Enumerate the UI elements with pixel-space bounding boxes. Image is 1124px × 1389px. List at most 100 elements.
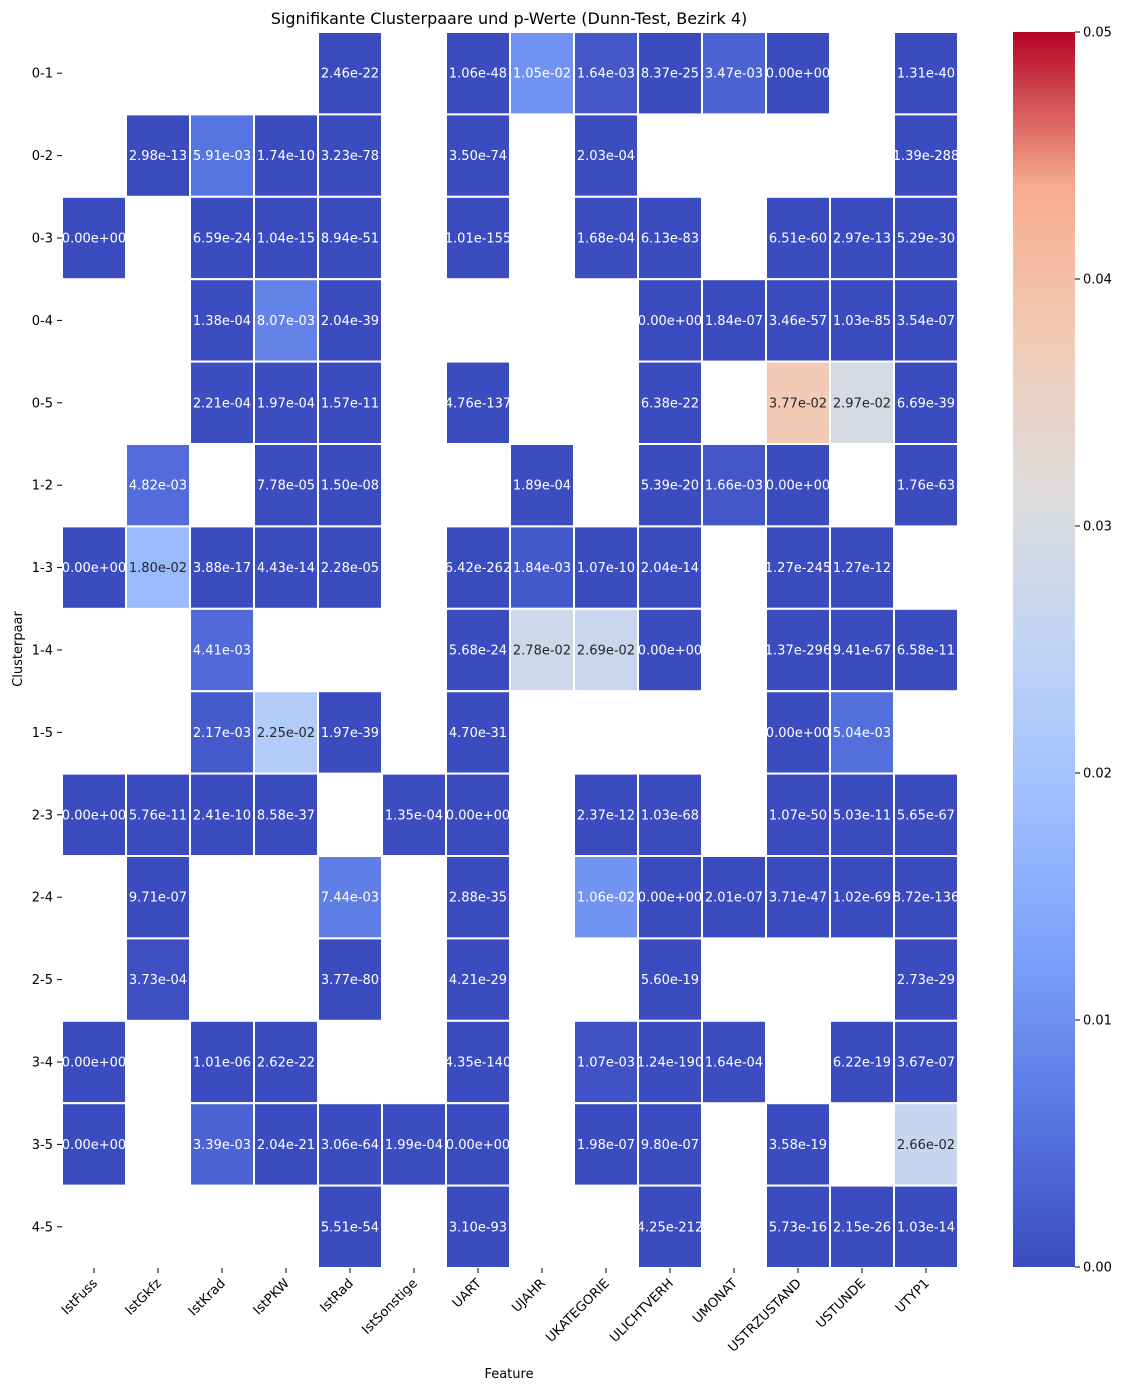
heatmap-cell — [125, 937, 191, 1022]
heatmap-cell — [445, 1102, 511, 1187]
cell-label: 1.03e-14 — [897, 1220, 955, 1235]
heatmap-cell — [317, 937, 383, 1022]
cell-label: 1.57e-11 — [321, 396, 379, 411]
heatmap-cell — [189, 113, 255, 198]
cell-label: 6.38e-22 — [641, 396, 699, 411]
heatmap-cell — [893, 31, 959, 116]
cell-label: 1.39e-288 — [893, 149, 959, 164]
colorbar-tick-label: 0.01 — [1083, 1014, 1112, 1029]
cell-label: 8.58e-37 — [257, 808, 315, 823]
cell-label: 2.15e-26 — [833, 1220, 891, 1235]
cell-label: 0.00e+00 — [62, 561, 126, 576]
cell-label: 5.39e-20 — [641, 479, 699, 494]
heatmap-cell — [573, 607, 639, 693]
heatmap-cell — [509, 443, 575, 528]
colorbar-tick-label: 0.03 — [1083, 520, 1112, 535]
cell-label: 1.89e-04 — [513, 479, 571, 494]
chart-title: Signifikante Clusterpaare und p-Werte (D… — [271, 9, 748, 28]
heatmap-cell — [445, 772, 511, 857]
cell-label: 2.04e-39 — [321, 314, 379, 329]
heatmap-cell — [829, 690, 895, 775]
cell-label: 9.41e-67 — [833, 644, 891, 659]
cell-label: 2.28e-05 — [321, 561, 379, 576]
heatmap-cell — [317, 443, 383, 528]
heatmap-cell — [317, 278, 383, 363]
heatmap-cell — [701, 443, 767, 528]
cell-label: 7.44e-03 — [321, 891, 379, 906]
heatmap-cell — [189, 690, 255, 775]
cell-label: 2.78e-02 — [513, 644, 571, 659]
cell-label: 0.00e+00 — [766, 67, 830, 82]
x-axis: IstFuss IstGkfz IstKrad IstPKW IstRad IstSons… — [59, 1268, 933, 1355]
y-tick-label: 1-4 — [32, 644, 53, 659]
heatmap-cell — [765, 855, 831, 940]
cell-label: 5.51e-54 — [321, 1220, 379, 1235]
heatmap-cell — [573, 1102, 639, 1187]
x-tick-label: IstGkfz — [123, 1276, 165, 1318]
cell-label: 3.77e-80 — [321, 973, 379, 988]
heatmap-cell — [637, 1184, 703, 1269]
cell-label: 5.60e-19 — [641, 973, 699, 988]
heatmap-cell — [253, 1019, 319, 1105]
cell-label: 1.07e-50 — [769, 808, 827, 823]
y-tick-label: 0-5 — [32, 396, 53, 411]
x-tick-label: ULICHTVERH — [607, 1276, 677, 1346]
cell-label: 8.07e-03 — [257, 314, 315, 329]
x-tick-label: UART — [450, 1276, 485, 1311]
x-tick-label: UJAHR — [509, 1276, 548, 1315]
cell-label: 5.03e-11 — [833, 808, 891, 823]
cell-label: 1.97e-39 — [321, 726, 379, 741]
cell-label: 1.06e-02 — [577, 891, 635, 906]
cell-label: 2.01e-07 — [705, 891, 763, 906]
cell-label: 1.06e-48 — [449, 67, 507, 82]
cell-label: 1.38e-04 — [193, 314, 251, 329]
cell-label: 5.91e-03 — [193, 149, 251, 164]
cell-label: 0.00e+00 — [446, 1138, 510, 1153]
cell-label: 4.25e-212 — [637, 1220, 703, 1235]
cell-label: 2.66e-02 — [897, 1138, 955, 1153]
heatmap-cell — [637, 1019, 703, 1105]
heatmap-cell — [317, 1102, 383, 1187]
heatmap-cell — [253, 772, 319, 857]
cell-label: 5.68e-24 — [449, 644, 507, 659]
cell-label: 4.43e-14 — [257, 561, 315, 576]
heatmap-cell — [189, 195, 255, 281]
cell-label: 6.42e-262 — [445, 561, 511, 576]
heatmap-cell — [253, 525, 319, 610]
cell-label: 0.00e+00 — [446, 808, 510, 823]
cell-label: 2.97e-02 — [833, 396, 891, 411]
heatmap-cell — [445, 855, 511, 940]
cell-label: 1.35e-04 — [385, 808, 443, 823]
cell-label: 1.04e-15 — [257, 232, 315, 247]
cell-label: 4.82e-03 — [129, 479, 187, 494]
cell-label: 5.73e-16 — [769, 1220, 827, 1235]
cell-label: 3.77e-02 — [769, 396, 827, 411]
heatmap-cell — [445, 1019, 511, 1105]
x-tick-label: UTYP1 — [893, 1276, 933, 1316]
cell-label: 3.39e-03 — [193, 1138, 251, 1153]
heatmap-cell — [893, 1184, 959, 1269]
heatmap-cells: 2.46e-22 1.06e-48 1.05e-02 1.64e-03 8.37e-25… — [61, 31, 959, 1269]
heatmap-cell — [189, 1102, 255, 1187]
cell-label: 1.27e-12 — [833, 561, 891, 576]
x-tick-label: IstKrad — [186, 1276, 229, 1319]
heatmap-cell — [637, 937, 703, 1022]
cell-label: 2.97e-13 — [833, 232, 891, 247]
cell-label: 3.71e-47 — [769, 891, 827, 906]
cell-label: 1.97e-04 — [257, 396, 315, 411]
heatmap-cell — [381, 772, 447, 857]
heatmap-cell — [893, 278, 959, 363]
cell-label: 1.66e-03 — [705, 479, 763, 494]
cell-label: 3.46e-57 — [769, 314, 827, 329]
y-tick-label: 1-3 — [32, 561, 53, 576]
heatmap-cell — [829, 1019, 895, 1105]
cell-label: 2.04e-21 — [257, 1138, 315, 1153]
cell-label: 4.35e-140 — [445, 1056, 511, 1071]
cell-label: 1.84e-07 — [705, 314, 763, 329]
cell-label: 4.76e-137 — [445, 396, 511, 411]
cell-label: 3.88e-17 — [193, 561, 251, 576]
cell-label: 6.13e-83 — [641, 232, 699, 247]
heatmap-cell — [445, 690, 511, 775]
heatmap-cell — [189, 360, 255, 446]
y-tick-label: 2-3 — [32, 808, 53, 823]
